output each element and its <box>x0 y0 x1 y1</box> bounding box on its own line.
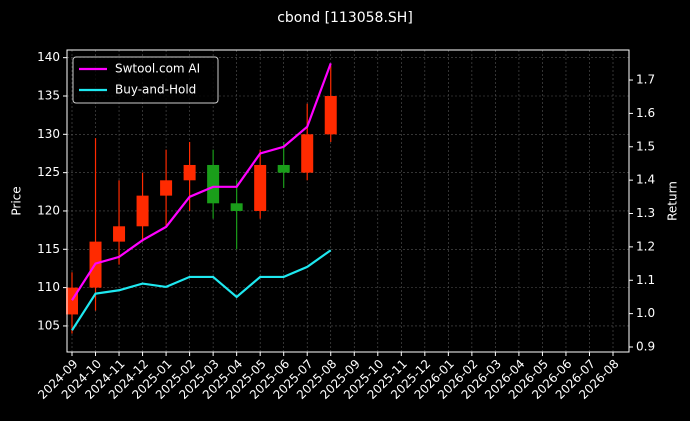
legend-box <box>72 56 219 104</box>
y-tick-label: 105 <box>37 318 60 332</box>
y2-tick-label: 1.0 <box>636 306 655 320</box>
y2-tick-label: 1.4 <box>636 173 655 187</box>
y-tick-label: 140 <box>37 50 60 64</box>
legend-label: Buy-and-Hold <box>115 83 196 97</box>
y2-tick-label: 1.6 <box>636 106 655 120</box>
legend-label: Swtool.com AI <box>115 62 200 76</box>
candle-body <box>66 287 78 315</box>
candle-body <box>183 164 196 181</box>
y-tick-label: 130 <box>37 127 60 141</box>
y2-axis-label: Return <box>666 181 680 221</box>
y2-tick-label: 0.9 <box>636 339 655 353</box>
candle-body <box>277 164 290 173</box>
candle-body <box>113 226 126 242</box>
candle-body <box>160 180 173 196</box>
line-series <box>71 62 332 301</box>
y2-tick-label: 1.7 <box>636 73 655 87</box>
candle-body <box>324 95 337 135</box>
y-tick-label: 115 <box>37 242 60 256</box>
y-tick-label: 110 <box>37 280 60 294</box>
line-series <box>71 249 332 331</box>
y-tick-label: 120 <box>37 203 60 217</box>
candle-body <box>254 164 267 211</box>
y2-tick-label: 1.3 <box>636 206 655 220</box>
y-tick-label: 125 <box>37 165 60 179</box>
y2-tick-label: 1.1 <box>636 273 655 287</box>
chart-title: cbond [113058.SH] <box>277 10 413 26</box>
candle-body <box>301 134 314 173</box>
y-axis-label: Price <box>10 186 24 215</box>
y2-tick-label: 1.2 <box>636 239 655 253</box>
candle-body <box>207 164 220 204</box>
candle-body <box>136 195 149 227</box>
y2-tick-label: 1.5 <box>636 139 655 153</box>
plot-frame <box>66 49 630 353</box>
candle-body <box>230 203 243 211</box>
y-tick-label: 135 <box>37 88 60 102</box>
